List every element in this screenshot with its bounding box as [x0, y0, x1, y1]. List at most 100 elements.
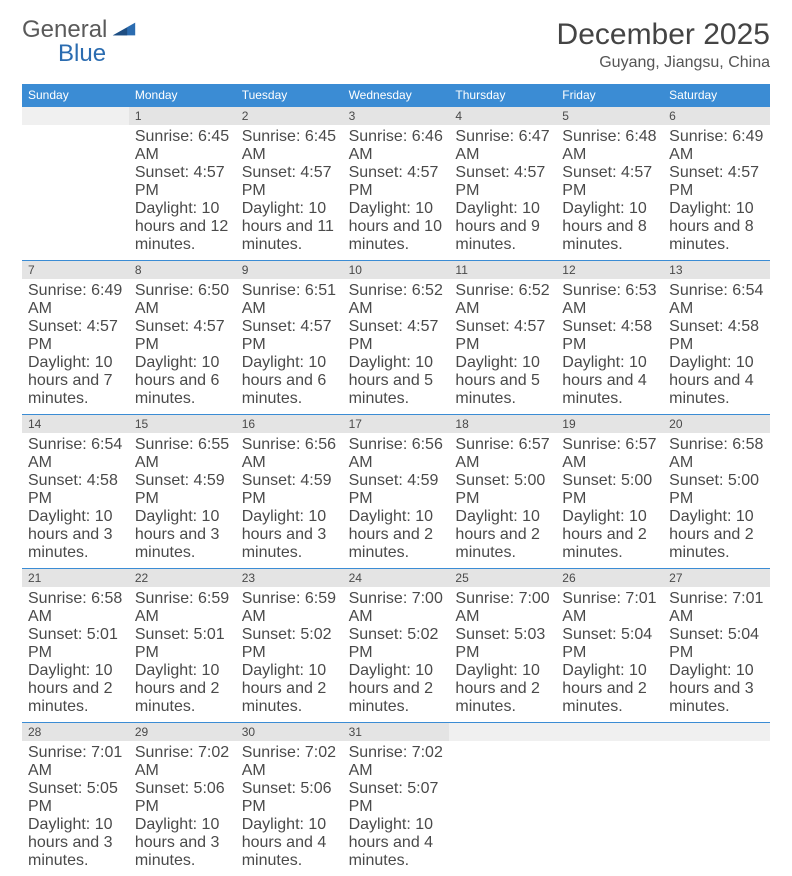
sunset-text: Sunset: 4:57 PM	[455, 164, 550, 200]
day-cell: 5Sunrise: 6:48 AMSunset: 4:57 PMDaylight…	[556, 106, 663, 260]
daylight-text: Daylight: 10 hours and 3 minutes.	[28, 508, 123, 562]
daylight-text: Daylight: 10 hours and 4 minutes.	[242, 816, 337, 870]
sunset-text: Sunset: 5:00 PM	[669, 472, 764, 508]
day-cell: 19Sunrise: 6:57 AMSunset: 5:00 PMDayligh…	[556, 414, 663, 568]
sunset-text: Sunset: 4:57 PM	[455, 318, 550, 354]
sunset-text: Sunset: 5:07 PM	[349, 780, 444, 816]
sunset-text: Sunset: 4:57 PM	[349, 318, 444, 354]
daylight-text: Daylight: 10 hours and 2 minutes.	[455, 662, 550, 716]
daylight-text: Daylight: 10 hours and 7 minutes.	[28, 354, 123, 408]
day-number: 8	[129, 261, 236, 279]
day-number: 9	[236, 261, 343, 279]
sunrise-text: Sunrise: 6:46 AM	[349, 128, 444, 164]
day-info: Sunrise: 7:02 AMSunset: 5:07 PMDaylight:…	[343, 741, 450, 876]
day-cell	[449, 722, 556, 876]
sunset-text: Sunset: 5:06 PM	[242, 780, 337, 816]
sunrise-text: Sunrise: 7:02 AM	[135, 744, 230, 780]
daylight-text: Daylight: 10 hours and 4 minutes.	[349, 816, 444, 870]
sunrise-text: Sunrise: 6:59 AM	[135, 590, 230, 626]
day-number: 23	[236, 569, 343, 587]
calendar-grid: SundayMondayTuesdayWednesdayThursdayFrid…	[22, 84, 770, 876]
sunset-text: Sunset: 4:58 PM	[562, 318, 657, 354]
daylight-text: Daylight: 10 hours and 9 minutes.	[455, 200, 550, 254]
sunset-text: Sunset: 4:57 PM	[135, 164, 230, 200]
day-info: Sunrise: 7:01 AMSunset: 5:05 PMDaylight:…	[22, 741, 129, 876]
sunrise-text: Sunrise: 6:48 AM	[562, 128, 657, 164]
daylight-text: Daylight: 10 hours and 4 minutes.	[562, 354, 657, 408]
day-cell: 30Sunrise: 7:02 AMSunset: 5:06 PMDayligh…	[236, 722, 343, 876]
day-info: Sunrise: 6:49 AMSunset: 4:57 PMDaylight:…	[22, 279, 129, 414]
daylight-text: Daylight: 10 hours and 2 minutes.	[242, 662, 337, 716]
day-cell: 9Sunrise: 6:51 AMSunset: 4:57 PMDaylight…	[236, 260, 343, 414]
day-number: 21	[22, 569, 129, 587]
sunset-text: Sunset: 4:57 PM	[28, 318, 123, 354]
day-cell: 21Sunrise: 6:58 AMSunset: 5:01 PMDayligh…	[22, 568, 129, 722]
day-cell: 27 Sunrise: 7:01 AMSunset: 5:04 PMDayligh…	[663, 568, 770, 722]
day-info: Sunrise: 7:02 AMSunset: 5:06 PMDaylight:…	[129, 741, 236, 876]
day-cell: 18Sunrise: 6:57 AMSunset: 5:00 PMDayligh…	[449, 414, 556, 568]
day-number: 12	[556, 261, 663, 279]
day-number: 14	[22, 415, 129, 433]
day-info	[663, 741, 770, 750]
day-cell: 17Sunrise: 6:56 AMSunset: 4:59 PMDayligh…	[343, 414, 450, 568]
sunrise-text: Sunrise: 6:58 AM	[669, 436, 764, 472]
daylight-text: Daylight: 10 hours and 2 minutes.	[562, 508, 657, 562]
daylight-text: Daylight: 10 hours and 5 minutes.	[455, 354, 550, 408]
day-number: 27	[663, 569, 770, 587]
day-info: Sunrise: 6:45 AMSunset: 4:57 PMDaylight:…	[129, 125, 236, 260]
day-number: 31	[343, 723, 450, 741]
day-info: Sunrise: 6:52 AMSunset: 4:57 PMDaylight:…	[449, 279, 556, 414]
day-cell: 26Sunrise: 7:01 AMSunset: 5:04 PMDayligh…	[556, 568, 663, 722]
day-cell: 11Sunrise: 6:52 AMSunset: 4:57 PMDayligh…	[449, 260, 556, 414]
day-number: 6	[663, 107, 770, 125]
day-info: Sunrise: 6:53 AMSunset: 4:58 PMDaylight:…	[556, 279, 663, 414]
weekday-header: Saturday	[663, 84, 770, 106]
day-info: Sunrise: 6:59 AMSunset: 5:02 PMDaylight:…	[236, 587, 343, 722]
day-cell	[556, 722, 663, 876]
day-cell: 24Sunrise: 7:00 AMSunset: 5:02 PMDayligh…	[343, 568, 450, 722]
weekday-header: Monday	[129, 84, 236, 106]
sunset-text: Sunset: 4:57 PM	[669, 164, 764, 200]
sunset-text: Sunset: 5:04 PM	[669, 626, 764, 662]
sunset-text: Sunset: 5:02 PM	[349, 626, 444, 662]
sunset-text: Sunset: 5:06 PM	[135, 780, 230, 816]
day-number: 3	[343, 107, 450, 125]
daylight-text: Daylight: 10 hours and 4 minutes.	[669, 354, 764, 408]
day-number: 5	[556, 107, 663, 125]
day-cell: 29Sunrise: 7:02 AMSunset: 5:06 PMDayligh…	[129, 722, 236, 876]
sunrise-text: Sunrise: 7:01 AM	[669, 590, 764, 626]
sunset-text: Sunset: 4:57 PM	[242, 318, 337, 354]
sunset-text: Sunset: 4:58 PM	[28, 472, 123, 508]
day-info: Sunrise: 6:51 AMSunset: 4:57 PMDaylight:…	[236, 279, 343, 414]
sunset-text: Sunset: 5:00 PM	[562, 472, 657, 508]
sunrise-text: Sunrise: 6:58 AM	[28, 590, 123, 626]
day-cell: 20Sunrise: 6:58 AMSunset: 5:00 PMDayligh…	[663, 414, 770, 568]
sunrise-text: Sunrise: 6:45 AM	[135, 128, 230, 164]
daylight-text: Daylight: 10 hours and 11 minutes.	[242, 200, 337, 254]
daylight-text: Daylight: 10 hours and 8 minutes.	[669, 200, 764, 254]
sunrise-text: Sunrise: 6:55 AM	[135, 436, 230, 472]
sunrise-text: Sunrise: 6:54 AM	[28, 436, 123, 472]
day-cell: 1Sunrise: 6:45 AMSunset: 4:57 PMDaylight…	[129, 106, 236, 260]
day-info: Sunrise: 6:57 AMSunset: 5:00 PMDaylight:…	[449, 433, 556, 568]
daylight-text: Daylight: 10 hours and 6 minutes.	[242, 354, 337, 408]
sunrise-text: Sunrise: 6:49 AM	[28, 282, 123, 318]
day-info	[22, 125, 129, 134]
day-cell: 22Sunrise: 6:59 AMSunset: 5:01 PMDayligh…	[129, 568, 236, 722]
day-info: Sunrise: 6:59 AMSunset: 5:01 PMDaylight:…	[129, 587, 236, 722]
sunrise-text: Sunrise: 7:00 AM	[455, 590, 550, 626]
day-info: Sunrise: 6:54 AMSunset: 4:58 PMDaylight:…	[663, 279, 770, 414]
sunrise-text: Sunrise: 6:49 AM	[669, 128, 764, 164]
day-info: Sunrise: 6:56 AMSunset: 4:59 PMDaylight:…	[343, 433, 450, 568]
daylight-text: Daylight: 10 hours and 2 minutes.	[349, 662, 444, 716]
daylight-text: Daylight: 10 hours and 3 minutes.	[669, 662, 764, 716]
sunrise-text: Sunrise: 6:47 AM	[455, 128, 550, 164]
day-info: Sunrise: 6:46 AMSunset: 4:57 PMDaylight:…	[343, 125, 450, 260]
day-info: Sunrise: 7:01 AMSunset: 5:04 PMDaylight:…	[556, 587, 663, 722]
daylight-text: Daylight: 10 hours and 2 minutes.	[562, 662, 657, 716]
sunrise-text: Sunrise: 6:56 AM	[349, 436, 444, 472]
day-cell: 28Sunrise: 7:01 AMSunset: 5:05 PMDayligh…	[22, 722, 129, 876]
sunrise-text: Sunrise: 7:02 AM	[242, 744, 337, 780]
brand-logo: GeneralBlue	[22, 18, 137, 66]
sunrise-text: Sunrise: 6:51 AM	[242, 282, 337, 318]
